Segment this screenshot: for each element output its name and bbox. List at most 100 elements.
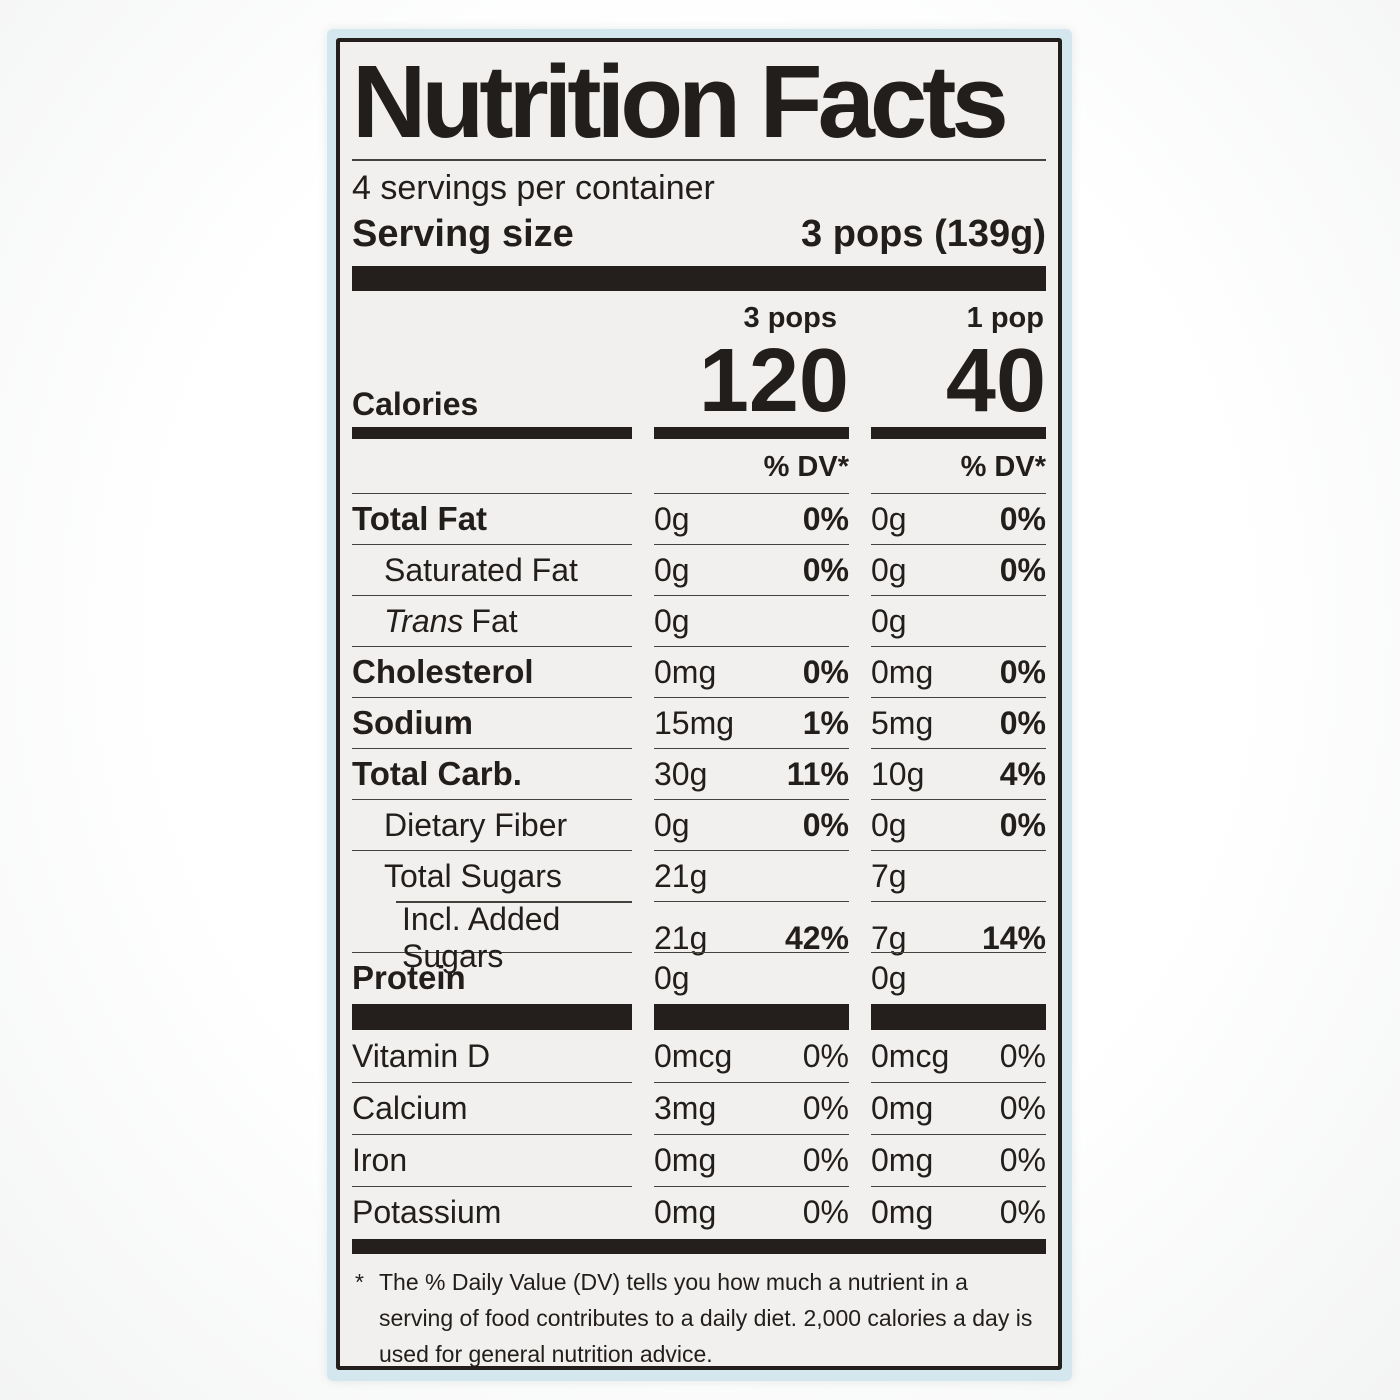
nutrient-name: Calcium: [352, 1082, 632, 1134]
nutrient-amount: 0g: [654, 806, 690, 843]
nutrient-row-total-sugars: Total Sugars 21g 7g: [352, 850, 1046, 901]
nutrient-dv: 0%: [802, 500, 849, 537]
nutrient-name: Total Carb.: [352, 748, 632, 799]
nutrient-dv: 14%: [981, 920, 1046, 956]
footnote-text: The % Daily Value (DV) tells you how muc…: [379, 1269, 1033, 1367]
nutrient-row-protein: Protein 0g 0g: [352, 952, 1046, 1003]
nutrient-name: Protein: [352, 952, 632, 1003]
nutrition-facts-label: Nutrition Facts 4 servings per container…: [336, 38, 1062, 1370]
nutrient-dv: 0%: [802, 1194, 849, 1230]
serving-size-row: Serving size 3 pops (139g): [352, 211, 1046, 257]
nutrient-name: Total Sugars: [352, 850, 632, 901]
footnote-asterisk: *: [355, 1269, 364, 1295]
servings-per-container: 4 servings per container: [352, 169, 715, 207]
nutrient-amount: 0mg: [654, 1194, 717, 1230]
calories-underline: [352, 427, 632, 439]
section-bar-segment: [352, 1004, 632, 1030]
nutrient-dv: 0%: [999, 1142, 1046, 1178]
nutrient-row-total-fat: Total Fat 0g 0% 0g 0%: [352, 493, 1046, 544]
nutrient-amount: 0mg: [871, 1194, 934, 1230]
nutrient-amount: 0mg: [871, 1142, 934, 1178]
column-header-3-pops: 3 pops: [743, 302, 837, 334]
calories-value-3-pops: 120: [698, 331, 849, 431]
nutrient-amount: 30g: [654, 755, 708, 792]
nutrient-amount: 0g: [871, 500, 907, 537]
nutrient-amount: 0mcg: [654, 1037, 733, 1074]
nutrient-amount: 5mg: [871, 704, 934, 741]
nutrient-dv: 0%: [999, 551, 1046, 588]
calories-row: Calories 120 40: [352, 335, 1046, 427]
nutrient-amount: 0g: [871, 602, 907, 639]
nutrient-dv: 0%: [999, 806, 1046, 843]
nutrient-amount: 3mg: [654, 1090, 717, 1126]
nutrient-amount: 15mg: [654, 704, 735, 741]
nutrient-amount: 10g: [871, 755, 925, 792]
title-divider: [352, 159, 1046, 161]
nutrient-row-iron: Iron 0mg 0% 0mg 0%: [352, 1134, 1046, 1186]
nutrient-amount: 0g: [654, 959, 690, 996]
nutrient-dv: 0%: [999, 500, 1046, 537]
nutrient-amount: 0mg: [654, 653, 717, 690]
micronutrient-table: Vitamin D 0mcg 0% 0mcg 0% Calcium 3mg 0% 0m…: [352, 1030, 1046, 1238]
nutrient-amount: 7g: [871, 857, 907, 894]
nutrient-dv: 0%: [802, 806, 849, 843]
calories-underline: [871, 427, 1046, 439]
nutrient-amount: 0mg: [871, 1090, 934, 1126]
calories-underline: [654, 427, 849, 439]
nutrient-dv: 0%: [999, 653, 1046, 690]
calories-label: Calories: [352, 386, 479, 422]
serving-size-value: 3 pops (139g): [801, 213, 1046, 255]
nutrient-name: Saturated Fat: [352, 544, 632, 595]
nutrient-amount: 0mg: [654, 1142, 717, 1178]
nutrient-row-saturated-fat: Saturated Fat 0g 0% 0g 0%: [352, 544, 1046, 595]
nutrient-dv: 0%: [999, 704, 1046, 741]
nutrient-row-added-sugars: Incl. Added Sugars 21g 42% 7g 14%: [352, 901, 1046, 974]
daily-value-footnote: * The % Daily Value (DV) tells you how m…: [352, 1264, 1044, 1372]
nutrient-dv: 0%: [802, 653, 849, 690]
nutrient-amount: 7g: [871, 920, 907, 956]
nutrient-row-total-carb: Total Carb. 30g 11% 10g 4%: [352, 748, 1046, 799]
nutrient-dv: 0%: [802, 1037, 849, 1074]
nutrient-amount: 0g: [654, 551, 690, 588]
nutrient-dv: 1%: [802, 704, 849, 741]
nutrient-name: Iron: [352, 1134, 632, 1186]
serving-size-label: Serving size: [352, 213, 574, 255]
nutrient-dv: 0%: [802, 1142, 849, 1178]
nutrient-dv: 42%: [784, 920, 849, 956]
nutrient-amount: 0g: [871, 806, 907, 843]
nutrient-name: Dietary Fiber: [352, 799, 632, 850]
nutrient-amount: 21g: [654, 920, 708, 956]
daily-value-header-row: % DV* % DV*: [352, 439, 1046, 493]
nutrient-dv: 0%: [999, 1194, 1046, 1230]
nutrient-name: Potassium: [352, 1186, 632, 1238]
nutrient-table: Total Fat 0g 0% 0g 0% Saturated Fat 0g 0% 0…: [352, 493, 1046, 1003]
nutrient-dv: 0%: [802, 1090, 849, 1126]
nutrient-row-sodium: Sodium 15mg 1% 5mg 0%: [352, 697, 1046, 748]
nutrient-name: Incl. Added Sugars: [352, 901, 632, 975]
nutrient-amount: 21g: [654, 857, 708, 894]
section-bar-top: [352, 266, 1046, 291]
nutrient-dv: 0%: [999, 1090, 1046, 1126]
nutrient-dv: 11%: [786, 755, 849, 792]
nutrient-row-vitamin-d: Vitamin D 0mcg 0% 0mcg 0%: [352, 1030, 1046, 1082]
nutrient-row-calcium: Calcium 3mg 0% 0mg 0%: [352, 1082, 1046, 1134]
dv-header-1-pop: % DV*: [960, 451, 1046, 483]
nutrient-name: Sodium: [352, 697, 632, 748]
nutrient-amount: 0g: [871, 959, 907, 996]
column-headers-row: 3 pops 1 pop: [352, 301, 1046, 335]
section-bar-middle: [352, 1004, 1046, 1030]
nutrient-name: Trans Fat: [352, 595, 632, 646]
nutrient-amount: 0g: [654, 602, 690, 639]
nutrient-row-cholesterol: Cholesterol 0mg 0% 0mg 0%: [352, 646, 1046, 697]
nutrient-name: Vitamin D: [352, 1037, 491, 1074]
nutrient-dv: 0%: [999, 1037, 1046, 1074]
nutrient-dv: 4%: [999, 755, 1046, 792]
nutrient-name: Cholesterol: [352, 646, 632, 697]
nutrient-amount: 0g: [871, 551, 907, 588]
nutrient-row-trans-fat: Trans Fat 0g 0g: [352, 595, 1046, 646]
nutrient-amount: 0mg: [871, 653, 934, 690]
nutrient-row-potassium: Potassium 0mg 0% 0mg 0%: [352, 1186, 1046, 1238]
nutrient-dv: 0%: [802, 551, 849, 588]
nutrient-amount: 0g: [654, 500, 690, 537]
section-bar-segment: [654, 1004, 849, 1030]
